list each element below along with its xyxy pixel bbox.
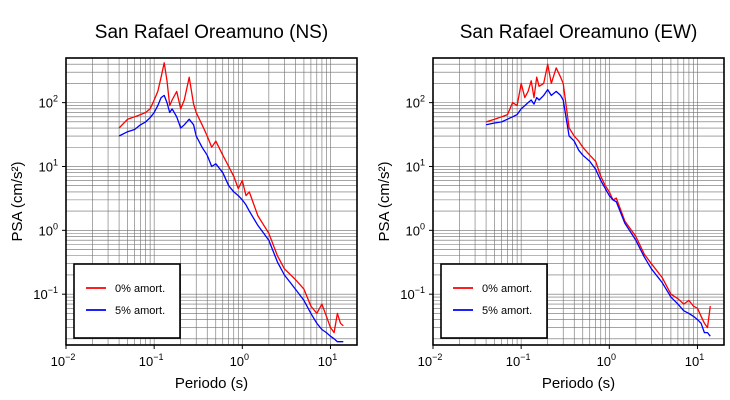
legend: 0% amort. 5% amort. <box>440 263 548 339</box>
y-tick-exp: 2 <box>420 94 425 104</box>
legend-label: 0% amort. <box>482 283 532 295</box>
y-tick-exp: 1 <box>53 157 58 167</box>
x-tick-base: 10 <box>418 354 432 369</box>
x-tick-base: 10 <box>597 354 611 369</box>
y-tick-label: 101 <box>39 157 58 174</box>
x-tick-base: 10 <box>139 354 153 369</box>
x-tick-base: 10 <box>506 354 520 369</box>
x-tick-exp: 1 <box>332 352 337 362</box>
y-axis-label: PSA (cm/s²) <box>9 161 26 241</box>
x-tick-label: 100 <box>230 352 249 369</box>
x-tick-base: 10 <box>685 354 699 369</box>
y-tick-base: 10 <box>400 287 414 302</box>
y-tick-exp: 2 <box>53 94 58 104</box>
y-tick-base: 10 <box>33 287 47 302</box>
plot-frame <box>432 57 725 346</box>
y-tick-base: 10 <box>406 159 420 174</box>
x-axis-label: Periodo (s) <box>542 375 615 392</box>
x-axis-label: Periodo (s) <box>175 375 248 392</box>
chart-title: San Rafael Oreamuno (NS) <box>95 22 328 43</box>
legend: 0% amort. 5% amort. <box>73 263 181 339</box>
x-tick-exp: 0 <box>244 352 249 362</box>
y-tick-label: 102 <box>406 94 425 111</box>
y-tick-label: 100 <box>406 221 425 238</box>
y-tick-base: 10 <box>39 96 53 111</box>
series-group <box>485 63 711 337</box>
series-line-damping-5 <box>485 88 711 337</box>
series-line-damping-5 <box>118 94 344 343</box>
legend-box <box>440 263 548 339</box>
y-tick-exp: 0 <box>420 221 425 231</box>
y-axis-label: PSA (cm/s²) <box>376 161 393 241</box>
x-tick-label: 10−2 <box>51 352 76 369</box>
x-tick-label: 10−1 <box>506 352 531 369</box>
y-tick-base: 10 <box>39 223 53 238</box>
x-tick-base: 10 <box>230 354 244 369</box>
x-tick-exp: −1 <box>153 352 163 362</box>
x-tick-base: 10 <box>318 354 332 369</box>
legend-label: 5% amort. <box>482 305 532 317</box>
y-tick-base: 10 <box>406 223 420 238</box>
y-tick-exp: 1 <box>420 157 425 167</box>
x-tick-label: 101 <box>318 352 337 369</box>
legend-box <box>73 263 181 339</box>
y-tick-label: 100 <box>39 221 58 238</box>
x-tick-exp: −2 <box>432 352 442 362</box>
y-tick-exp: −1 <box>415 285 425 295</box>
x-tick-label: 101 <box>685 352 704 369</box>
y-tick-label: 10−1 <box>33 285 58 302</box>
series-group <box>118 62 344 343</box>
x-tick-exp: −1 <box>520 352 530 362</box>
y-tick-exp: 0 <box>53 221 58 231</box>
chart-title: San Rafael Oreamuno (EW) <box>460 22 698 43</box>
y-tick-label: 102 <box>39 94 58 111</box>
y-tick-base: 10 <box>406 96 420 111</box>
x-tick-label: 10−1 <box>139 352 164 369</box>
x-tick-label: 100 <box>597 352 616 369</box>
grid <box>65 57 358 345</box>
x-tick-exp: 1 <box>699 352 704 362</box>
y-tick-label: 10−1 <box>400 285 425 302</box>
x-tick-exp: 0 <box>611 352 616 362</box>
y-tick-base: 10 <box>39 159 53 174</box>
legend-label: 0% amort. <box>115 283 165 295</box>
x-tick-exp: −2 <box>65 352 75 362</box>
x-tick-base: 10 <box>51 354 65 369</box>
y-tick-label: 101 <box>406 157 425 174</box>
y-tick-exp: −1 <box>48 285 58 295</box>
plot-frame <box>65 57 358 346</box>
legend-label: 5% amort. <box>115 305 165 317</box>
x-tick-label: 10−2 <box>418 352 443 369</box>
series-line-damping-0 <box>485 63 711 329</box>
series-line-damping-0 <box>118 62 344 334</box>
